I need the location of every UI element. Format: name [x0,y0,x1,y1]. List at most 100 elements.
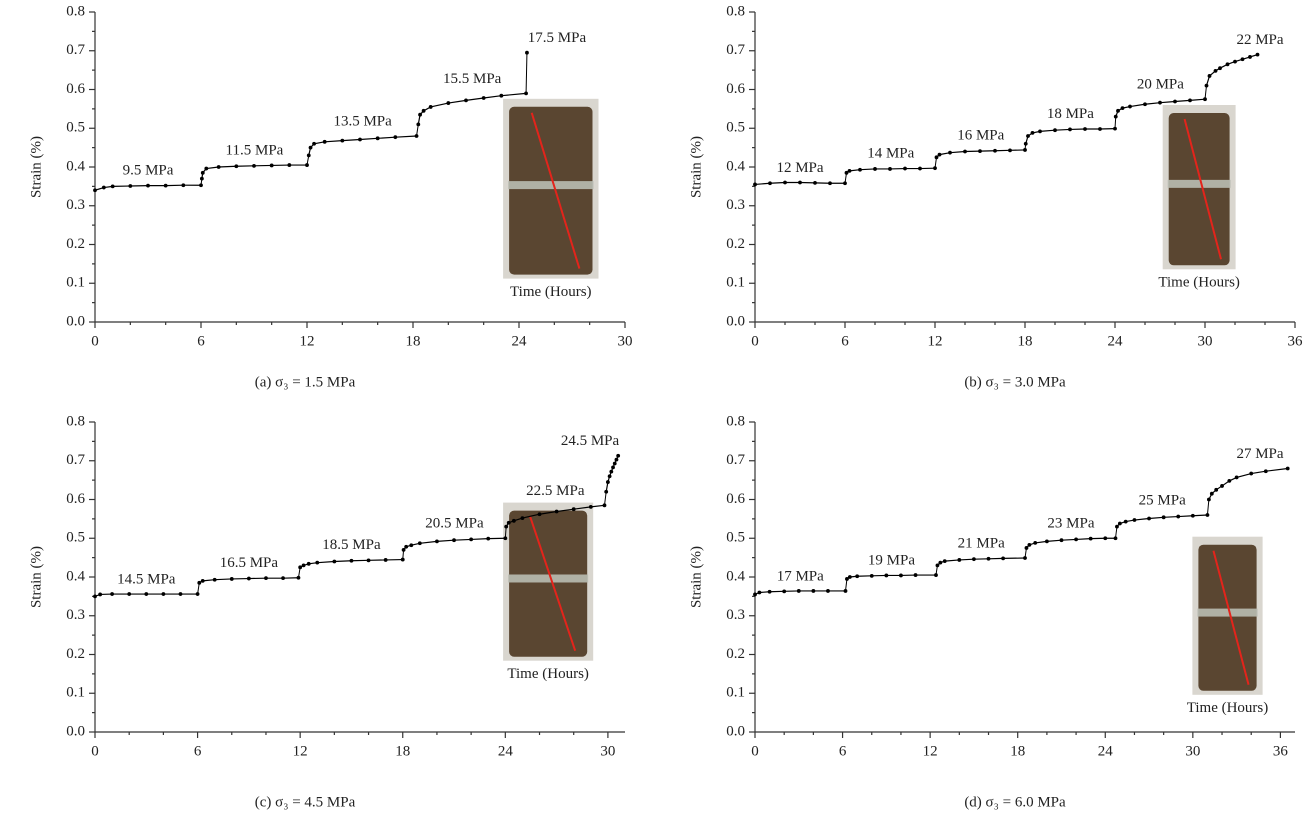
stress-label: 11.5 MPa [226,143,284,159]
y-tick-label: 0.0 [66,313,85,329]
x-tick-label: 36 [1273,743,1289,759]
stress-label: 21 MPa [958,535,1005,551]
x-tick-label: 30 [1198,333,1213,349]
data-point [383,558,388,562]
step-connector [1114,526,1118,539]
data-point [1083,127,1087,131]
y-axis-title: Strain (%) [28,546,44,608]
data-point [128,184,133,188]
data-point [178,592,183,596]
data-point [1008,148,1012,153]
strain-line [846,574,936,580]
x-tick-label: 18 [406,333,421,349]
data-point [948,150,952,155]
data-point [1188,98,1192,103]
data-point [1234,475,1239,480]
data-point [957,558,962,562]
data-point [554,509,559,514]
data-point [1248,55,1252,59]
y-tick-label: 0.7 [66,42,85,58]
stress-label: 24.5 MPa [561,433,620,449]
x-tick-label: 24 [512,333,528,349]
y-tick-label: 0.2 [66,236,85,252]
data-point [322,139,327,144]
step-connector [1114,116,1117,129]
data-point [375,136,380,141]
data-point [1207,74,1212,78]
stress-label: 16.5 MPa [220,555,279,571]
stress-label: 27 MPa [1236,446,1283,462]
data-point [204,166,209,171]
data-point [1023,141,1028,146]
stress-label: 16 MPa [957,127,1004,143]
data-point [616,453,621,458]
data-point [1190,513,1195,518]
data-point [1059,538,1064,543]
data-point [753,182,757,187]
data-point [1026,134,1030,138]
y-tick-label: 0.2 [726,236,745,252]
data-point [1117,521,1122,526]
data-point [782,589,787,594]
data-point [469,537,474,542]
fracture-line [1212,550,1250,686]
data-point [127,592,132,596]
x-tick-label: 18 [395,743,410,759]
data-point [416,122,421,127]
data-point [1176,514,1181,519]
data-point [869,573,874,578]
data-point [884,573,889,578]
data-point [1120,106,1125,110]
data-point [1024,546,1029,550]
data-point [1088,536,1093,541]
data-point [287,163,292,167]
data-point [404,544,409,549]
y-tick-label: 0.8 [726,3,745,19]
data-point [612,461,617,466]
data-point [606,480,610,484]
step-connector [1204,85,1207,100]
y-axis-title: Strain (%) [688,546,704,608]
data-point [349,558,354,563]
data-point [421,108,426,113]
data-point [301,563,306,568]
data-point [1030,131,1035,135]
data-point [1001,556,1006,561]
sample-band [1167,179,1231,188]
data-point [1128,104,1132,109]
data-point [934,155,939,160]
data-point [101,185,106,190]
data-point [212,577,217,582]
stress-label: 19 MPa [868,553,915,569]
x-tick-label: 6 [194,743,202,759]
x-tick-label: 6 [197,333,205,349]
data-point [934,573,938,577]
x-tick-label: 24 [1108,333,1124,349]
data-point [942,559,947,564]
y-tick-label: 0.5 [726,530,745,546]
y-tick-label: 0.1 [726,275,745,291]
data-point [1132,518,1137,522]
data-point [181,183,186,188]
x-tick-label: 24 [1098,743,1114,759]
data-point [93,188,97,193]
data-point [972,557,976,562]
sample-band [508,574,589,583]
step-connector [844,578,848,592]
data-point [1116,108,1120,113]
stress-label: 14 MPa [867,146,914,162]
y-tick-label: 0.8 [66,413,85,429]
data-point [525,50,529,55]
data-point [903,166,907,171]
stress-label: 12 MPa [776,160,823,176]
data-point [481,96,486,100]
data-point [358,137,362,142]
data-point [1249,471,1254,476]
caption: (c) σ₃ = 4.5 MPa [255,794,356,810]
fracture-line [1183,118,1222,260]
data-point [1033,541,1038,545]
sample-band [508,181,594,190]
data-point [464,98,468,103]
data-point [308,145,313,150]
stress-label: 20 MPa [1137,77,1184,93]
